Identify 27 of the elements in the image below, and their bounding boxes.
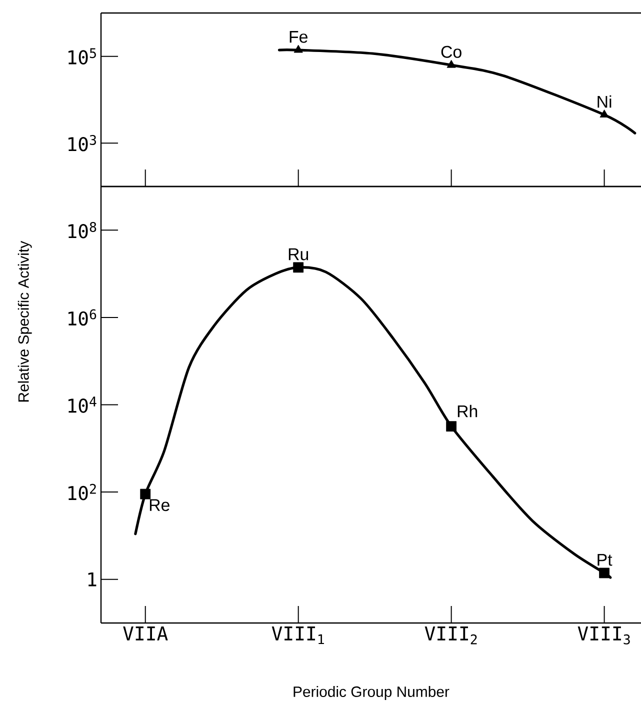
y-tick-label: 10$^{2}$ [68,484,96,500]
y-tick-label: 10$^{5}$ [68,48,96,64]
annotation: Ru [288,248,308,260]
x-tick-label: VIII$_{3}$ [578,626,630,644]
point [600,110,609,118]
x-tick-label: VIIA [123,626,168,640]
x-axis-title: Periodic Group Number [294,686,450,700]
y-tick-label: 10$^{6}$ [68,309,96,326]
y-tick-label: 10$^{8}$ [68,222,96,238]
point [294,44,303,53]
annotation: Ni [598,95,612,108]
y-axis-title: Relative Specific Activity [18,240,32,402]
annotation: Re [150,499,170,512]
x-tick-label: VIII$_{2}$ [424,626,477,644]
y-tick-label: 10$^{4}$ [68,396,96,413]
annotation: Pt [598,554,612,566]
point [446,60,456,68]
point [446,421,457,432]
point [140,488,151,500]
point [293,262,304,273]
y-tick-label: 1 [88,572,96,586]
y-tick-label: 10$^{3}$ [68,134,96,152]
x-tick-label: VIII$_{1}$ [272,626,324,644]
annotation: Fe [290,31,308,43]
annotation: Co [441,46,462,58]
point [599,568,610,578]
annotation: Rh [458,404,478,418]
